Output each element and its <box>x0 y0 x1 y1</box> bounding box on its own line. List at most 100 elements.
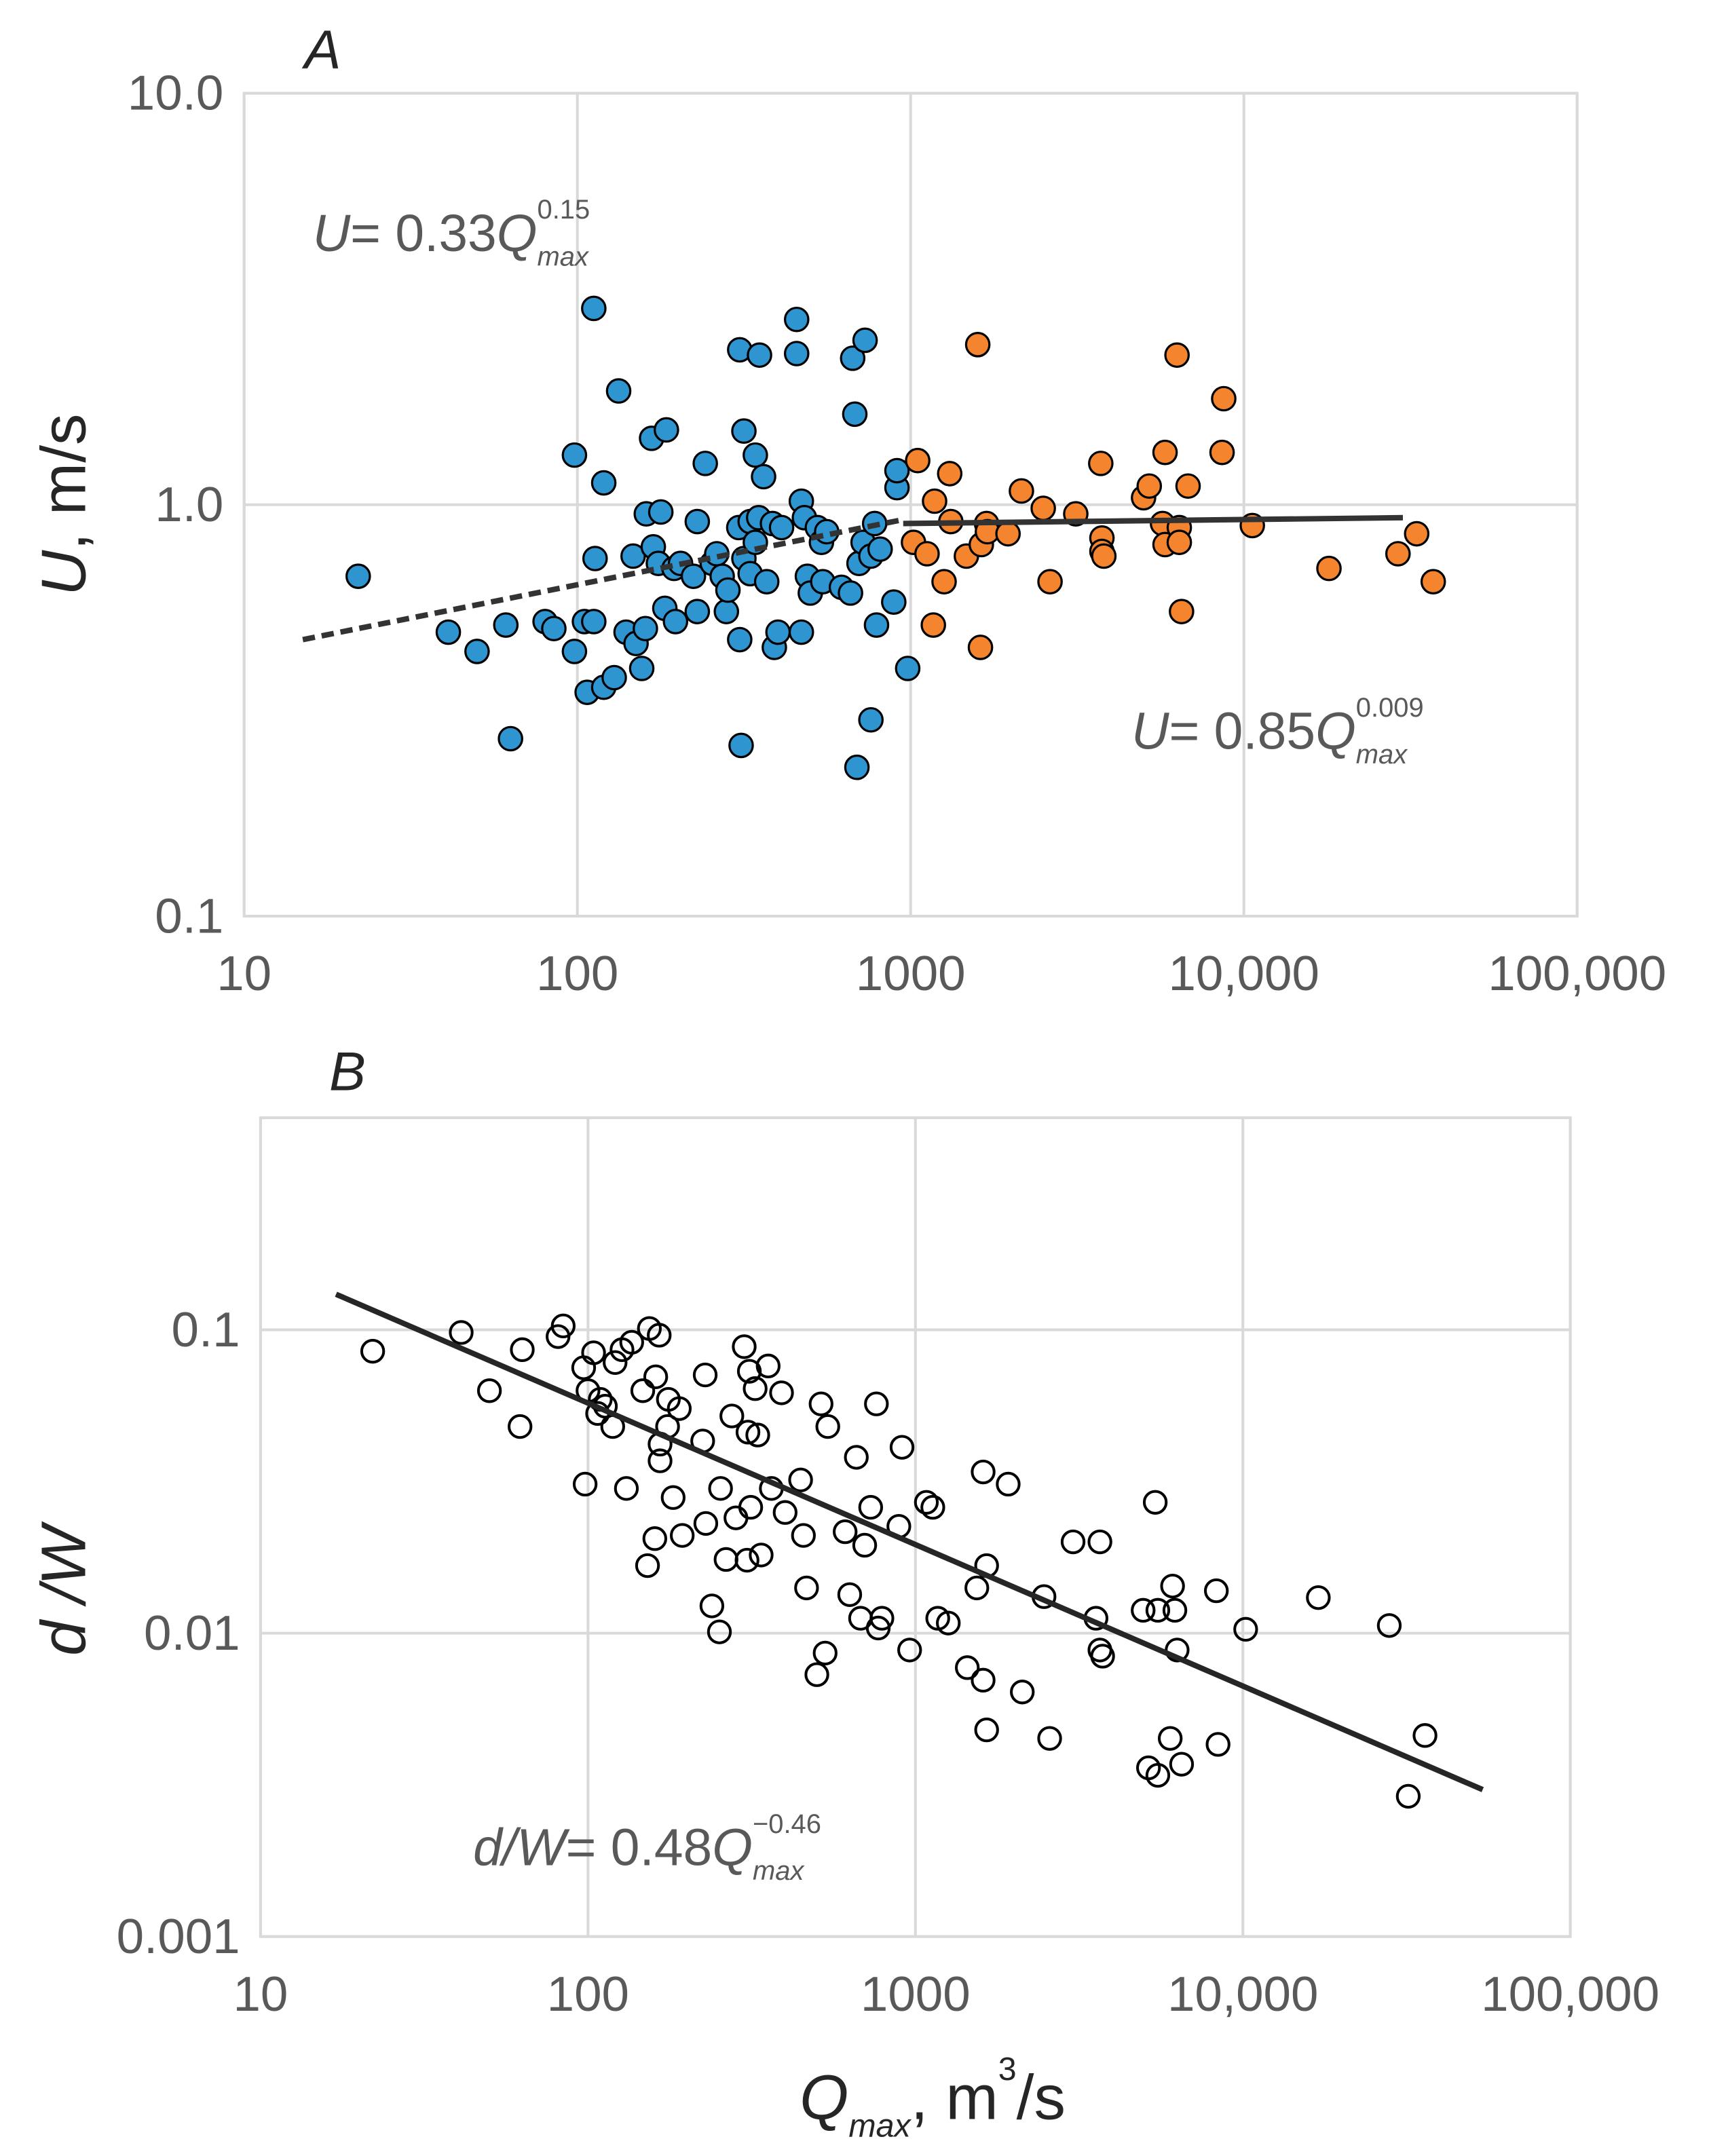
point <box>508 1414 533 1439</box>
point <box>971 1667 996 1693</box>
point <box>858 1494 884 1520</box>
point <box>734 1547 759 1573</box>
point <box>680 563 707 589</box>
point <box>1209 439 1235 466</box>
x-tick-label: 100,000 <box>1481 1967 1659 2022</box>
point <box>897 1638 922 1663</box>
point <box>864 1391 889 1416</box>
label-part: d/W <box>473 1819 570 1877</box>
point <box>666 1396 692 1421</box>
point <box>838 580 863 606</box>
point <box>808 1391 833 1416</box>
fit-line <box>302 516 904 643</box>
point <box>996 1471 1021 1497</box>
point <box>794 1575 819 1601</box>
label-part: = 0.33 <box>350 204 497 263</box>
label-part: = 0.85 <box>1169 702 1315 760</box>
point <box>1404 521 1430 547</box>
label-part: Q <box>712 1819 753 1877</box>
point <box>1145 1597 1171 1623</box>
point <box>581 609 607 635</box>
point <box>581 1340 606 1365</box>
point <box>905 447 931 474</box>
point <box>1395 1783 1421 1809</box>
point <box>840 345 866 371</box>
panel-title: A <box>302 20 341 81</box>
point <box>713 599 740 624</box>
point <box>743 1376 768 1401</box>
point <box>884 457 910 484</box>
label-part: Q <box>800 2062 848 2132</box>
label-part: max <box>848 2107 912 2144</box>
point <box>581 295 607 322</box>
point <box>755 1353 781 1379</box>
point <box>662 609 689 635</box>
point <box>1205 1732 1231 1757</box>
fit-line <box>903 514 1404 527</box>
point <box>1164 342 1190 368</box>
label-part: max <box>753 1856 805 1886</box>
point <box>1412 1723 1438 1748</box>
point <box>1037 1726 1062 1751</box>
point <box>1091 543 1117 569</box>
point <box>749 1543 774 1568</box>
point <box>914 541 940 567</box>
panel-title: B <box>329 1042 366 1103</box>
point <box>936 1610 961 1635</box>
point <box>1088 451 1114 476</box>
point <box>731 418 757 445</box>
point <box>867 536 893 562</box>
point <box>605 378 632 404</box>
x-tick-label: 100 <box>547 1967 629 2022</box>
point <box>708 1476 733 1501</box>
point <box>1306 1585 1331 1610</box>
point <box>964 331 991 358</box>
point <box>541 616 567 642</box>
point <box>1233 1616 1258 1642</box>
point <box>815 1414 840 1439</box>
point <box>920 612 946 638</box>
x-tick-label: 10 <box>217 946 271 1001</box>
point <box>1152 439 1178 466</box>
point <box>727 626 753 653</box>
point <box>510 1337 535 1363</box>
point <box>642 1526 668 1551</box>
point <box>647 499 674 525</box>
point <box>360 1338 386 1364</box>
label-part: U <box>1131 702 1169 760</box>
point <box>1030 495 1056 521</box>
y-tick-label: 0.1 <box>171 1302 240 1357</box>
point <box>493 612 519 638</box>
point <box>1376 1613 1402 1638</box>
y-tick-label: 1.0 <box>155 477 223 532</box>
x-tick-label: 100,000 <box>1488 946 1666 1001</box>
point <box>869 1606 895 1631</box>
point <box>852 1532 878 1558</box>
y-tick-label: 0.01 <box>144 1606 240 1661</box>
point <box>769 1380 794 1405</box>
label-part: , m <box>911 2062 998 2132</box>
point <box>464 639 490 664</box>
point <box>345 563 371 589</box>
point <box>590 470 617 496</box>
point <box>643 1364 669 1390</box>
point <box>772 1500 797 1525</box>
y-axis-label: d /W <box>28 1521 98 1656</box>
point <box>1160 1573 1185 1599</box>
point <box>692 1362 718 1388</box>
label-part: Q <box>1315 702 1356 760</box>
point <box>931 569 957 594</box>
point <box>747 342 772 368</box>
point <box>1169 1752 1195 1777</box>
x-tick-label: 100 <box>536 946 618 1001</box>
point <box>550 1313 576 1339</box>
point <box>863 612 890 638</box>
point <box>844 754 870 780</box>
point <box>1203 1578 1229 1604</box>
x-tick-label: 10 <box>233 1967 288 2022</box>
point <box>670 1523 695 1548</box>
x-tick-label: 10,000 <box>1168 946 1319 1001</box>
point <box>707 1619 732 1644</box>
point <box>1010 1680 1035 1705</box>
